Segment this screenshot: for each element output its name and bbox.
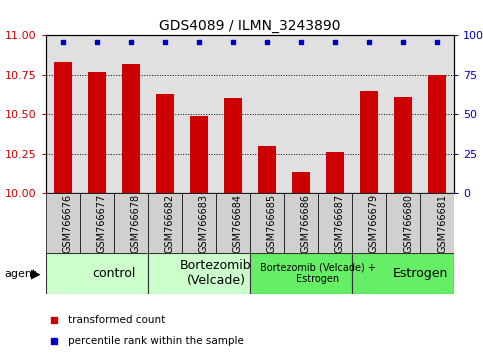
Text: Estrogen: Estrogen — [392, 267, 448, 280]
Text: GSM766681: GSM766681 — [437, 194, 447, 252]
Bar — [190, 116, 208, 193]
Bar — [148, 193, 182, 253]
Bar — [80, 193, 114, 253]
Bar — [360, 91, 378, 193]
Text: percentile rank within the sample: percentile rank within the sample — [68, 336, 244, 346]
Bar — [352, 193, 386, 253]
Bar — [250, 253, 352, 294]
Bar — [352, 253, 454, 294]
Bar — [122, 64, 140, 193]
Text: GSM766686: GSM766686 — [301, 194, 311, 252]
Text: transformed count: transformed count — [68, 315, 166, 325]
Text: agent: agent — [5, 269, 37, 279]
Bar — [427, 75, 446, 193]
Title: GDS4089 / ILMN_3243890: GDS4089 / ILMN_3243890 — [159, 19, 341, 33]
Bar — [148, 253, 250, 294]
Text: GSM766679: GSM766679 — [369, 193, 379, 253]
Text: GSM766684: GSM766684 — [233, 194, 243, 252]
Text: control: control — [92, 267, 136, 280]
Bar — [284, 193, 318, 253]
Bar — [46, 253, 148, 294]
Bar — [216, 193, 250, 253]
Text: GSM766683: GSM766683 — [199, 194, 209, 252]
Bar — [182, 193, 216, 253]
Bar — [318, 193, 352, 253]
Bar — [87, 72, 106, 193]
Text: Bortezomib
(Velcade): Bortezomib (Velcade) — [180, 259, 252, 287]
Bar — [156, 94, 174, 193]
Text: ▶: ▶ — [31, 268, 41, 281]
Bar — [394, 97, 412, 193]
Text: GSM766676: GSM766676 — [63, 193, 73, 253]
Bar — [386, 193, 420, 253]
Text: GSM766682: GSM766682 — [165, 193, 175, 253]
Bar — [54, 62, 72, 193]
Text: GSM766680: GSM766680 — [403, 194, 413, 252]
Bar — [224, 98, 242, 193]
Text: Bortezomib (Velcade) +
Estrogen: Bortezomib (Velcade) + Estrogen — [260, 263, 376, 284]
Bar — [326, 152, 344, 193]
Text: GSM766678: GSM766678 — [131, 193, 141, 253]
Bar — [250, 193, 284, 253]
Bar — [257, 145, 276, 193]
Text: GSM766685: GSM766685 — [267, 193, 277, 253]
Text: GSM766687: GSM766687 — [335, 193, 345, 253]
Bar — [114, 193, 148, 253]
Text: GSM766677: GSM766677 — [97, 193, 107, 253]
Bar — [292, 172, 310, 193]
Bar — [46, 193, 80, 253]
Bar — [420, 193, 454, 253]
